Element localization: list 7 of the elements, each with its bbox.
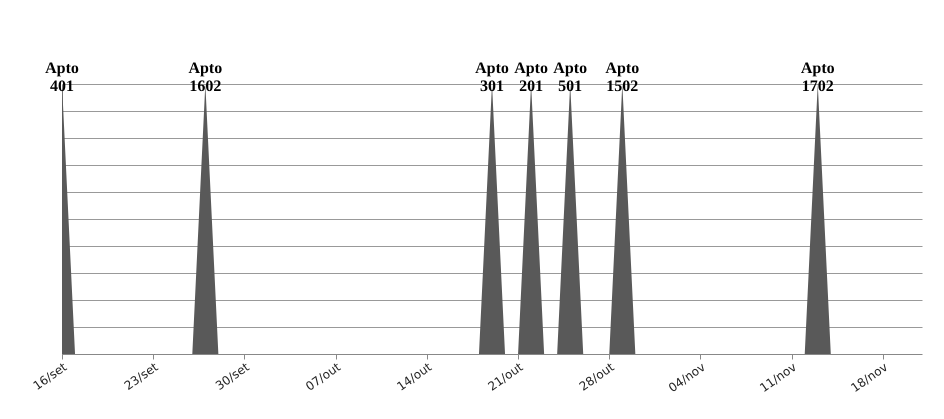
annotation: Apto 1502 (605, 60, 640, 95)
annotation: Apto 201 (514, 60, 548, 95)
annotation: Apto 1702 (800, 60, 835, 95)
annotation: Apto 501 (553, 60, 588, 95)
annotation: Apto 1602 (188, 60, 222, 95)
annotation: Apto 301 (475, 60, 509, 95)
annotation: Apto 401 (45, 60, 79, 95)
